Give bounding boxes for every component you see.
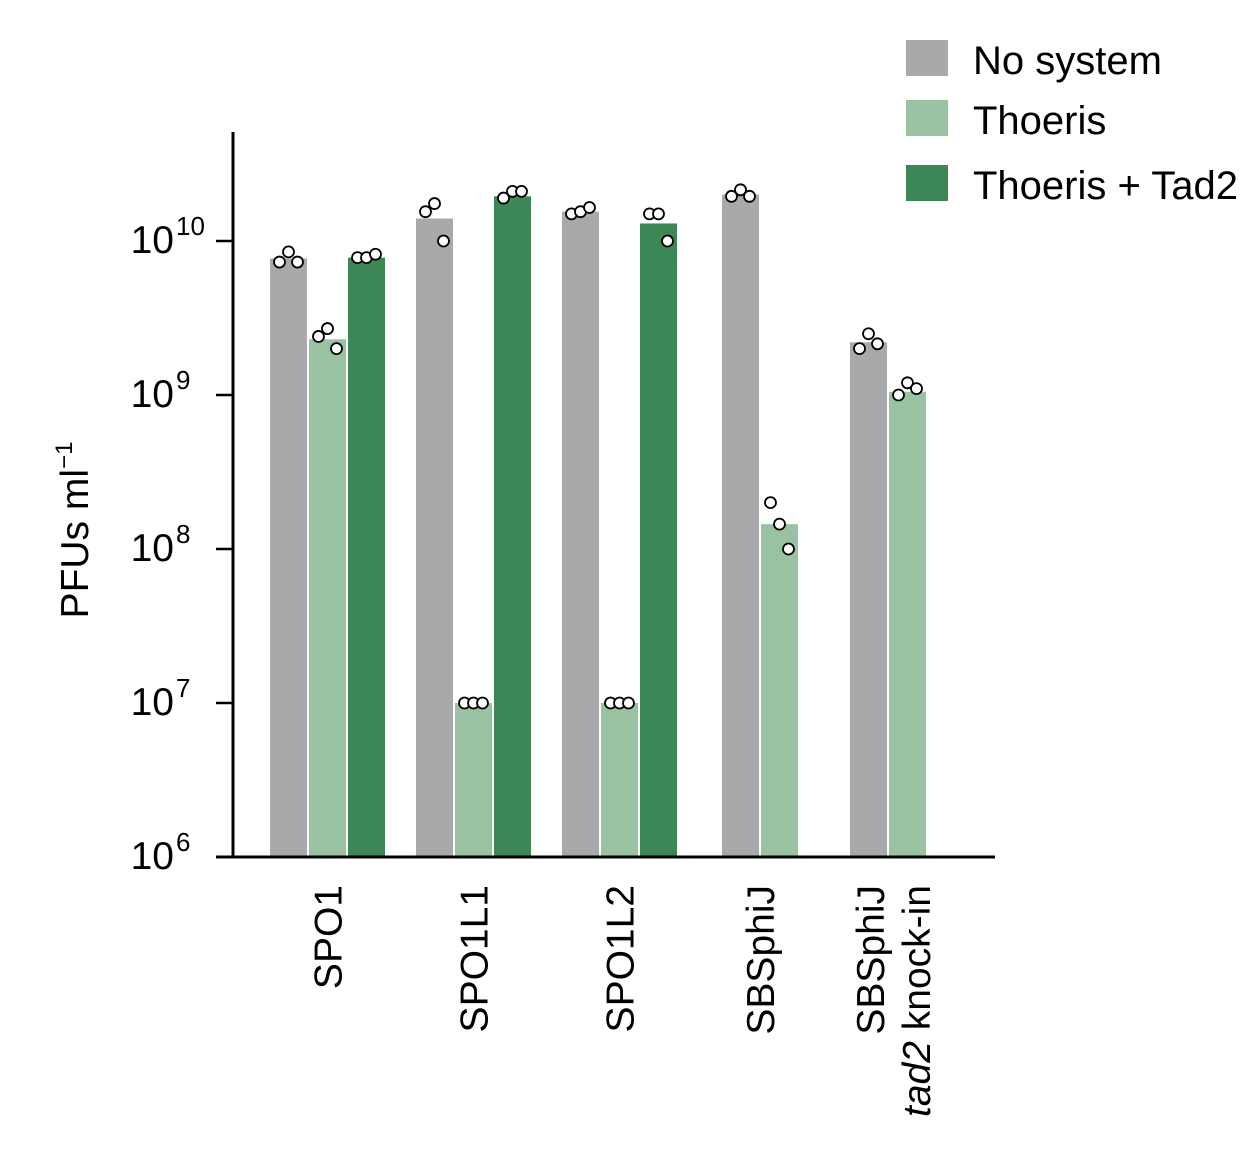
bar-thoeris-5 [889,391,926,857]
point-no-system-5-3 [871,337,884,351]
points-layer [273,183,923,710]
y-axis-label-base: PFUs ml [54,469,97,619]
bar-thoeris-1 [309,339,346,857]
point-thoeris-5-1 [892,388,905,402]
bar-no-system-3 [562,211,599,858]
bars-layer [270,194,926,858]
point-thoeris-tad2-1-3 [369,247,382,261]
y-axis-label-sup: −1 [51,442,78,469]
legend-label-thoeris-tad2: Thoeris + Tad2 [973,164,1238,208]
y-tick-label-1: 10 [131,835,174,878]
y-tick-label-exp-2: 7 [176,673,190,703]
point-thoeris-5-3 [910,382,923,396]
x-tick-label-1: SPO1 [308,885,351,989]
x-tick-label-5-italic: tad2 [896,1041,939,1117]
point-thoeris-5-2 [901,376,914,390]
y-axis-label: PFUs ml−1 [51,442,97,619]
bar-thoeris-tad2-3 [640,223,677,857]
bar-thoeris-4 [761,524,798,857]
legend-label-no-system: No system [973,39,1162,83]
point-no-system-4-3 [743,189,756,203]
point-no-system-1-3 [291,255,304,269]
point-thoeris-1-1 [312,330,325,343]
legend-swatch-thoeris [906,100,948,136]
x-tick-label-5-rest: knock-in [896,885,939,1041]
point-no-system-3-3 [583,201,596,214]
point-no-system-1-2 [282,245,295,259]
point-thoeris-4-1 [764,496,777,510]
bar-thoeris-3 [601,703,638,857]
y-tick-label-3: 10 [131,527,174,570]
point-no-system-2-1 [419,205,432,219]
legend: No system Thoeris Thoeris + Tad2 [906,39,1238,208]
bar-thoeris-tad2-2 [494,196,531,858]
y-tick-label-exp-3: 8 [176,519,190,549]
y-tick-label-5: 10 [131,219,174,262]
point-thoeris-tad2-3-2 [652,207,665,221]
y-tick-label-exp-4: 9 [176,365,190,395]
point-thoeris-tad2-2-3 [515,184,528,198]
point-no-system-4-2 [734,183,747,197]
legend-label-thoeris: Thoeris [973,99,1106,143]
x-tick-label-5: SBSphiJ [850,885,893,1035]
x-tick-label-5-line2: tad2 knock-in [896,885,939,1117]
bar-no-system-2 [416,218,453,857]
point-thoeris-2-3 [476,696,489,710]
point-no-system-2-2 [428,197,441,210]
point-thoeris-tad2-2-1 [497,191,510,205]
point-no-system-1-1 [273,255,286,269]
legend-swatch-no-system [906,40,948,76]
y-tick-label-4: 10 [131,373,174,416]
bar-thoeris-2 [455,703,492,857]
y-tick-label-exp-1: 6 [176,827,190,857]
y-tick-label-exp-5: 10 [176,211,205,241]
point-thoeris-4-2 [773,517,786,531]
point-no-system-5-1 [853,342,866,356]
point-thoeris-1-2 [321,322,334,335]
point-no-system-4-1 [725,189,738,203]
bar-thoeris-tad2-1 [348,257,385,857]
bar-no-system-1 [270,258,307,857]
point-no-system-5-2 [862,327,875,341]
bar-no-system-4 [722,194,759,858]
point-thoeris-4-3 [782,542,795,556]
point-thoeris-tad2-3-3 [661,234,674,248]
x-tick-label-2: SPO1L1 [454,885,497,1032]
x-tick-label-3: SPO1L2 [600,885,643,1032]
legend-swatch-thoeris-tad2 [906,165,948,201]
bar-no-system-5 [850,342,887,857]
x-tick-label-4: SBSphiJ [740,885,783,1035]
y-tick-label-2: 10 [131,681,174,724]
point-no-system-2-3 [437,234,450,248]
axes-layer [216,132,995,859]
point-thoeris-1-3 [330,342,343,356]
point-thoeris-3-3 [622,696,635,710]
